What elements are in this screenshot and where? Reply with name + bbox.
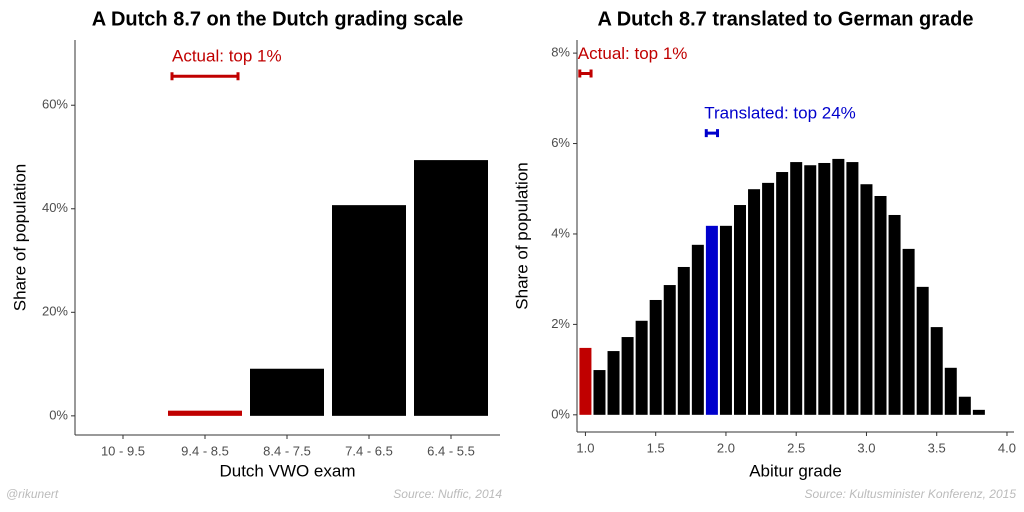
bar — [332, 205, 406, 416]
bar — [733, 205, 746, 415]
bar — [719, 225, 732, 415]
bar — [860, 184, 873, 415]
bar — [972, 409, 985, 415]
bar — [846, 162, 859, 415]
x-tick-label: 9.4 - 8.5 — [181, 443, 229, 458]
x-axis-label: Dutch VWO exam — [219, 461, 355, 480]
y-tick-label: 0% — [49, 407, 68, 422]
bar — [579, 347, 592, 415]
y-axis-label: Share of population — [512, 162, 531, 309]
x-tick-label: 3.5 — [928, 440, 946, 455]
x-tick-label: 10 - 9.5 — [101, 443, 145, 458]
chart-title: A Dutch 8.7 on the Dutch grading scale — [92, 8, 464, 30]
y-tick-label: 8% — [551, 45, 570, 60]
bar — [414, 160, 488, 416]
bar — [818, 162, 831, 415]
x-tick-label: 1.0 — [576, 440, 594, 455]
y-tick-label: 40% — [42, 200, 68, 215]
error-bar — [578, 69, 593, 78]
bar — [168, 410, 242, 416]
bar — [958, 396, 971, 415]
x-tick-label: 4.0 — [998, 440, 1016, 455]
x-tick-label: 6.4 - 5.5 — [427, 443, 475, 458]
x-axis-label: Abitur grade — [749, 461, 842, 480]
author: @rikunert — [6, 487, 59, 501]
bar — [691, 244, 704, 415]
bar — [250, 368, 324, 416]
bar — [635, 320, 648, 415]
source: Source: Nuffic, 2014 — [393, 487, 502, 501]
annotation: Actual: top 1% — [172, 47, 282, 66]
y-tick-label: 6% — [551, 135, 570, 150]
error-bar — [170, 72, 240, 81]
bar — [874, 195, 887, 415]
bar — [916, 286, 929, 415]
bar — [776, 172, 789, 415]
bar — [621, 337, 634, 415]
bar — [930, 327, 943, 415]
bar — [944, 367, 957, 415]
x-tick-label: 8.4 - 7.5 — [263, 443, 311, 458]
x-tick-label: 2.0 — [717, 440, 735, 455]
annotation: Translated: top 24% — [704, 104, 856, 123]
bar — [607, 351, 620, 415]
x-tick-label: 7.4 - 6.5 — [345, 443, 393, 458]
bar — [888, 214, 901, 415]
chart-title: A Dutch 8.7 translated to German grade — [597, 8, 973, 30]
y-tick-label: 4% — [551, 225, 570, 240]
x-tick-label: 3.0 — [857, 440, 875, 455]
bar — [902, 248, 915, 415]
y-tick-label: 2% — [551, 316, 570, 331]
bar — [649, 299, 662, 415]
source: Source: Kultusminister Konferenz, 2015 — [805, 487, 1017, 501]
bar — [832, 158, 845, 415]
bar — [748, 189, 761, 415]
bar — [762, 182, 775, 415]
y-tick-label: 60% — [42, 97, 68, 112]
y-tick-label: 20% — [42, 304, 68, 319]
bar — [593, 370, 606, 415]
bar — [804, 165, 817, 415]
bar — [790, 162, 803, 415]
bar — [705, 225, 718, 415]
bar — [663, 285, 676, 415]
annotation: Actual: top 1% — [578, 44, 688, 63]
x-tick-label: 2.5 — [787, 440, 805, 455]
error-bar — [704, 129, 720, 138]
x-tick-label: 1.5 — [647, 440, 665, 455]
bar — [677, 266, 690, 415]
y-axis-label: Share of population — [10, 164, 29, 311]
y-tick-label: 0% — [551, 406, 570, 421]
